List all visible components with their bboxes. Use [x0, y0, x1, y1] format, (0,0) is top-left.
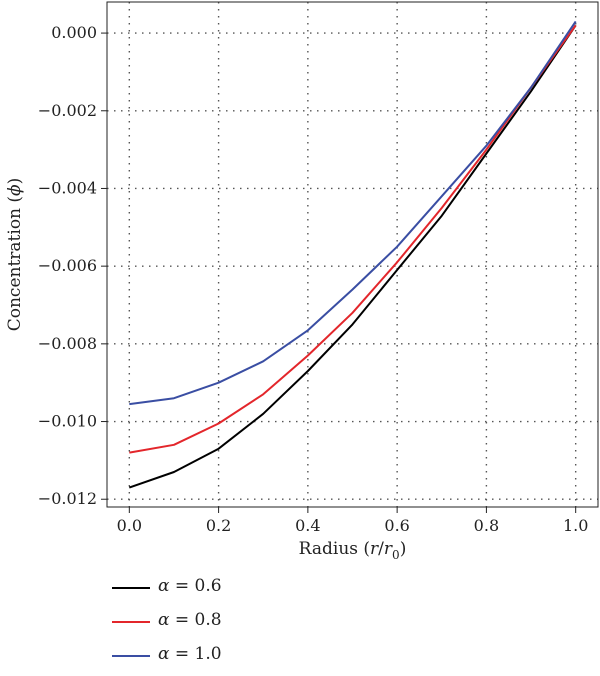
- y-tick-label: −0.006: [38, 256, 97, 275]
- series-lines: [128, 20, 577, 489]
- legend-swatch-alpha-0-8: [112, 621, 150, 623]
- legend-label: α = 1.0: [158, 644, 222, 664]
- y-axis-label: Concentration (ϕ): [5, 178, 25, 332]
- y-tick-label: −0.002: [38, 101, 97, 120]
- x-tick-label: 1.0: [563, 516, 588, 535]
- legend-label: α = 0.8: [158, 610, 222, 630]
- x-tick-label: 0.6: [384, 516, 409, 535]
- plot-frame: [106, 1, 599, 508]
- grid: [107, 2, 598, 507]
- series-line-alpha-0-6: [128, 24, 577, 489]
- series-line-alpha-0-8: [129, 24, 577, 454]
- x-tick-label: 0.2: [206, 516, 231, 535]
- y-tick-label: −0.012: [38, 489, 97, 508]
- x-axis-label: Radius (r/r0): [299, 539, 407, 560]
- x-tick-label: 0.8: [474, 516, 499, 535]
- series-line-alpha-1-0: [129, 20, 577, 406]
- y-tick-label: −0.004: [38, 178, 97, 197]
- y-tick-label: 0.000: [51, 23, 97, 42]
- legend-swatch-alpha-0-6: [112, 587, 150, 589]
- y-tick-label: −0.010: [38, 412, 97, 431]
- y-tick-label: −0.008: [38, 334, 97, 353]
- axis-ticks: 0.0 0.2 0.4 0.6 0.8 1.0 0.000 −0.002 −0.004 −0.00…: [38, 23, 589, 535]
- x-tick-label: 0.0: [117, 516, 142, 535]
- line-chart: 0.0 0.2 0.4 0.6 0.8 1.0 0.000 −0.002 −0.004 −0.00…: [5, 1, 599, 560]
- legend-label: α = 0.6: [158, 576, 222, 596]
- x-tick-label: 0.4: [295, 516, 320, 535]
- legend-swatch-alpha-1-0: [112, 655, 150, 657]
